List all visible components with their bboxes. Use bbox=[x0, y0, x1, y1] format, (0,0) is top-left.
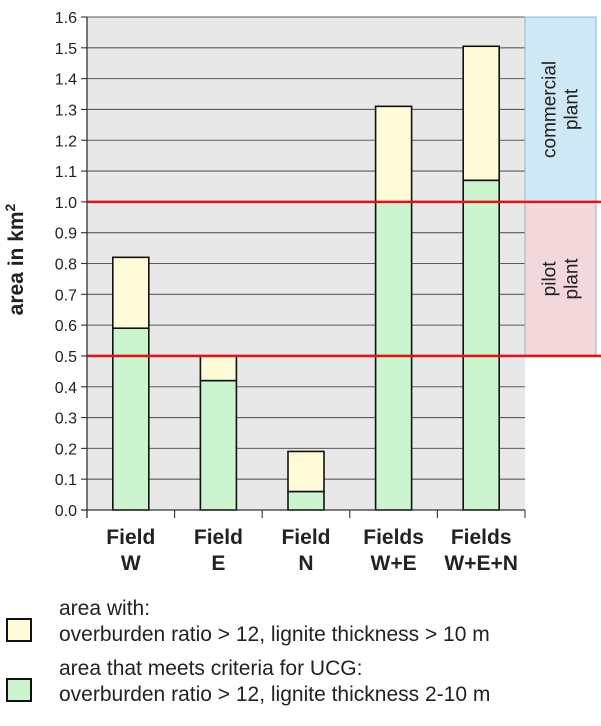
y-tick-label: 0.7 bbox=[55, 287, 77, 304]
band-label-line: plant bbox=[562, 258, 583, 300]
x-tick-label: Field W bbox=[106, 526, 155, 575]
y-tick-label: 1.0 bbox=[55, 195, 77, 212]
x-tick-label-line: Fields bbox=[363, 526, 424, 549]
y-tick-label: 1.6 bbox=[55, 10, 77, 27]
y-tick-label: 0.9 bbox=[55, 226, 77, 243]
x-tick-label: Field N bbox=[281, 526, 330, 575]
legend-item-ucg-criteria: area that meets criteria for UCG: overbu… bbox=[6, 656, 601, 716]
x-tick-label-line: W+E+N bbox=[444, 552, 518, 575]
y-tick-label: 1.3 bbox=[55, 102, 77, 119]
bar-segment-thick bbox=[199, 355, 238, 382]
y-tick-label: 1.5 bbox=[55, 41, 77, 58]
band-0 bbox=[524, 201, 597, 357]
y-tick-label: 0.6 bbox=[55, 318, 77, 335]
y-axis-label-superscript: 2 bbox=[2, 203, 18, 211]
y-axis-label: area in km2 bbox=[2, 203, 28, 315]
band-label: pilotplant bbox=[540, 258, 583, 300]
legend-label-line1: area with: bbox=[59, 597, 151, 620]
y-tick-label: 0.5 bbox=[55, 349, 77, 366]
x-tick-label-line: W bbox=[121, 552, 141, 575]
bar-segment-ucg bbox=[462, 179, 501, 511]
bar-segment-thick bbox=[287, 450, 325, 493]
y-tick-label: 0.3 bbox=[55, 411, 77, 428]
band-label: commercialplant bbox=[540, 61, 583, 158]
x-tick-label: Fields W+E+N bbox=[444, 526, 518, 575]
y-tick-label: 0.8 bbox=[55, 257, 77, 274]
legend-label-line2: overburden ratio > 12, lignite thickness… bbox=[59, 623, 490, 646]
y-tick-label: 0.4 bbox=[55, 380, 77, 397]
x-tick-label-line: Field bbox=[281, 526, 330, 549]
y-tick-label: 1.2 bbox=[55, 133, 77, 150]
bar-segment-thick bbox=[374, 105, 413, 203]
y-tick-label: 1.4 bbox=[55, 72, 77, 89]
x-tick-label-line: E bbox=[211, 552, 225, 575]
y-axis-label-base: area in km bbox=[5, 211, 28, 315]
x-tick-label-line: W+E bbox=[371, 552, 417, 575]
x-tick-label-line: Field bbox=[194, 526, 243, 549]
bar-segment-thick bbox=[112, 256, 150, 330]
band-label-line: commercial bbox=[540, 61, 561, 158]
x-tick-label-line: N bbox=[298, 552, 313, 575]
x-tick-label: Field E bbox=[194, 526, 243, 575]
bar-segment-ucg bbox=[287, 490, 325, 511]
legend-swatch-green bbox=[6, 678, 32, 702]
stacked-bar-chart: pilotplantcommercialplant0.00.10.20.30.4… bbox=[2, 10, 601, 575]
y-tick-label: 1.1 bbox=[55, 164, 77, 181]
bar-segment-ucg bbox=[199, 379, 238, 511]
band-label-line: pilot bbox=[540, 261, 561, 297]
legend-label-line2: overburden ratio > 12, lignite thickness… bbox=[59, 683, 491, 706]
band-1 bbox=[524, 16, 597, 203]
x-tick-label-line: Fields bbox=[451, 526, 512, 549]
x-tick-label-line: Field bbox=[106, 526, 155, 549]
y-tick-label: 0.1 bbox=[55, 472, 77, 489]
legend: area with: overburden ratio > 12, lignit… bbox=[6, 596, 601, 716]
legend-label-line1: area that meets criteria for UCG: bbox=[59, 657, 363, 680]
legend-swatch-yellow bbox=[6, 618, 32, 642]
x-tick-label: Fields W+E bbox=[363, 526, 424, 575]
band-label-line: plant bbox=[562, 88, 583, 130]
legend-item-thick-lignite: area with: overburden ratio > 12, lignit… bbox=[6, 596, 601, 656]
y-tick-label: 0.2 bbox=[55, 441, 77, 458]
y-tick-label: 0.0 bbox=[55, 503, 77, 520]
bar-segment-ucg bbox=[112, 327, 150, 511]
bar-segment-thick bbox=[462, 45, 501, 182]
